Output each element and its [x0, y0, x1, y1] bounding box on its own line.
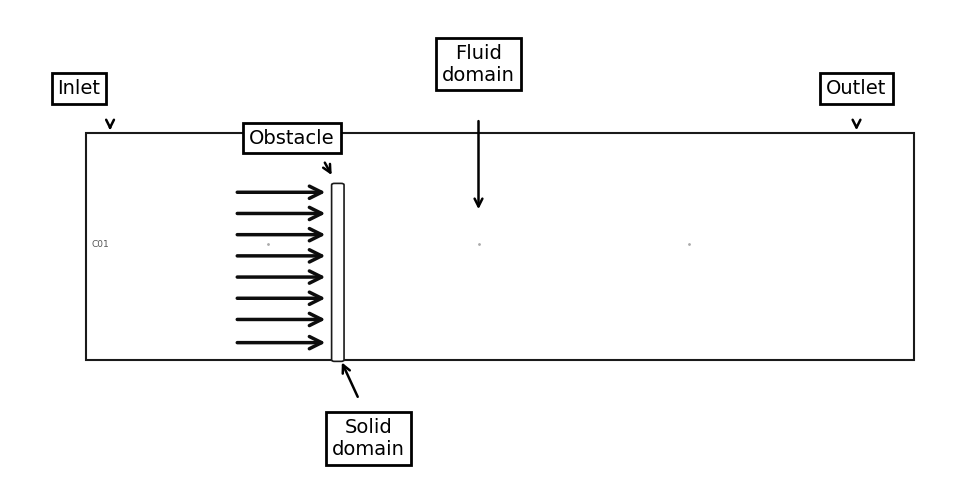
FancyBboxPatch shape: [331, 183, 345, 361]
Text: C01: C01: [92, 240, 110, 248]
Text: Obstacle: Obstacle: [249, 129, 335, 147]
Text: Fluid
domain: Fluid domain: [442, 43, 515, 85]
Bar: [86, 133, 914, 360]
Text: Outlet: Outlet: [826, 79, 887, 98]
Text: Solid
domain: Solid domain: [332, 418, 405, 459]
Text: Inlet: Inlet: [57, 79, 100, 98]
